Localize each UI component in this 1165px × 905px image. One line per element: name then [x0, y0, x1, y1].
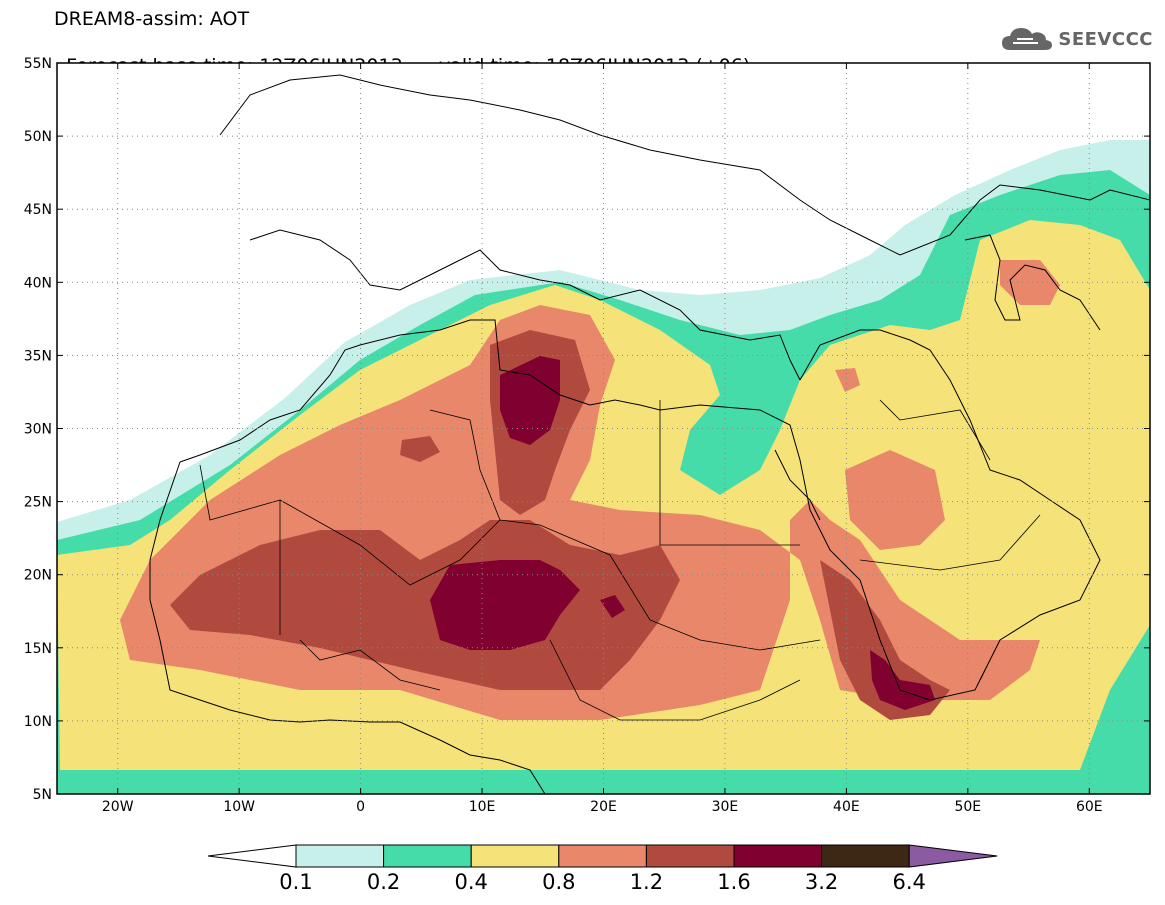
colorbar-swatch: [733, 844, 823, 868]
colorbar-label: 6.4: [892, 870, 925, 894]
lat-label: 15N: [24, 641, 52, 657]
lat-label: 5N: [33, 787, 52, 803]
colorbar: [207, 844, 998, 868]
colorbar-labels: 0.1 0.2 0.4 0.8 1.2 1.6 3.2 6.4: [279, 870, 926, 894]
lon-label: 30E: [712, 799, 739, 815]
latitude-labels: 55N 50N 45N 40N 35N 30N 25N 20N 15N 10N 5N: [24, 56, 52, 803]
lon-label: 40E: [833, 799, 860, 815]
longitude-labels: 20W 10W 0 10E 20E 30E 40E 50E 60E: [102, 799, 1103, 815]
aot-contour-1.6: [500, 356, 560, 445]
colorbar-label: 1.6: [717, 870, 750, 894]
lat-label: 20N: [24, 568, 52, 584]
aot-contour-0.8: [835, 368, 860, 392]
lat-label: 55N: [24, 56, 52, 72]
lon-label: 0: [356, 799, 365, 815]
map-title: DREAM8-assim: AOT: [54, 8, 250, 30]
cloud-icon: [1002, 28, 1053, 50]
aot-contour-0.8: [1000, 260, 1060, 305]
lat-label: 50N: [24, 129, 52, 145]
lat-label: 35N: [24, 348, 52, 364]
coastlines: [149, 74, 1150, 794]
seevccc-logo: SEEVCCC: [1000, 24, 1153, 54]
colorbar-label: 0.1: [279, 870, 312, 894]
aot-contour-1.2: [820, 560, 950, 720]
colorbar-swatch: [558, 844, 647, 868]
lat-lon-grid: [57, 63, 1150, 794]
aot-contour-1.6: [870, 650, 935, 710]
colorbar-label: 0.4: [454, 870, 487, 894]
colorbar-swatch: [295, 844, 385, 868]
colorbar-label: 0.8: [542, 870, 575, 894]
aot-contour-1.6: [600, 595, 625, 618]
lon-label: 50E: [954, 799, 981, 815]
colorbar-swatch: [383, 844, 472, 868]
colorbar-arrow-high: [908, 844, 998, 868]
lat-label: 45N: [24, 202, 52, 218]
colorbar-swatch: [821, 844, 910, 868]
lon-label: 60E: [1076, 799, 1103, 815]
axis-ticks: [57, 62, 1150, 795]
aot-contour-0.8: [845, 450, 945, 550]
lat-label: 10N: [24, 714, 52, 730]
colorbar-arrow-low: [207, 844, 297, 868]
lat-label: 40N: [24, 275, 52, 291]
colorbar-label: 0.2: [367, 870, 400, 894]
country-borders: [199, 399, 1041, 721]
colorbar-label: 1.2: [630, 870, 663, 894]
lat-label: 30N: [24, 422, 52, 438]
colorbar-swatch: [645, 844, 735, 868]
lon-label: 10W: [223, 799, 255, 815]
colorbar-swatch: [470, 844, 560, 868]
colorbar-label: 3.2: [805, 870, 838, 894]
aot-contour-1.6: [430, 560, 580, 650]
lon-label: 10E: [469, 799, 496, 815]
logo-text: SEEVCCC: [1058, 28, 1153, 50]
lon-label: 20E: [590, 799, 617, 815]
aot-contour-1.2: [400, 436, 440, 462]
lon-label: 20W: [102, 799, 134, 815]
lat-label: 25N: [24, 495, 52, 511]
